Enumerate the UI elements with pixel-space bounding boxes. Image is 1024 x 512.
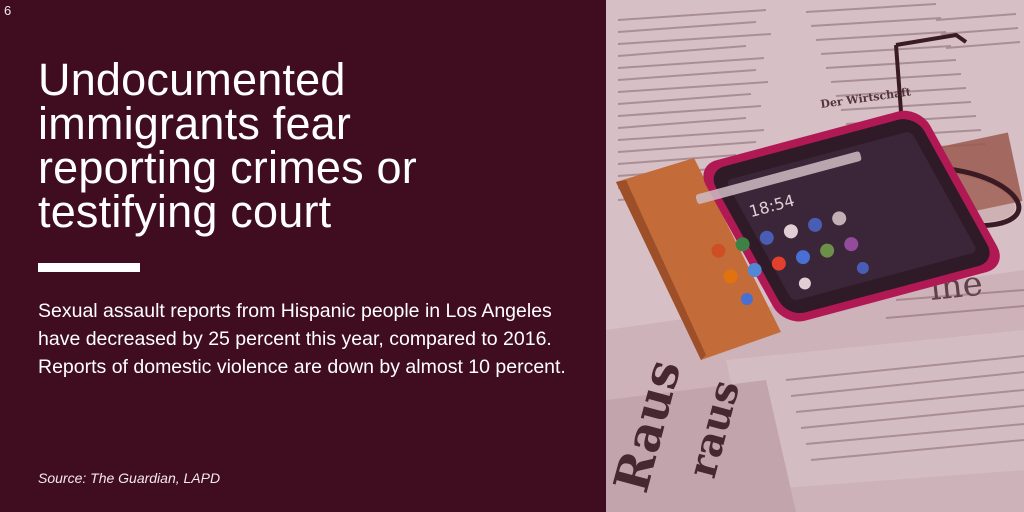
page-number: 6 <box>4 3 12 18</box>
body-text: Sexual assault reports from Hispanic peo… <box>38 300 566 378</box>
app-icons <box>711 211 869 306</box>
headline: Undocumented immigrants fear reporting c… <box>38 54 417 237</box>
photo-panel: Raus raus Der Wirtschaft ine <box>606 0 1024 512</box>
smartphone-icon: 18:54 <box>616 110 1000 360</box>
newspaper-photo-icon: Raus raus Der Wirtschaft ine <box>606 0 1024 512</box>
headline-divider <box>38 263 140 272</box>
text-panel: 6 Undocumented immigrants fear reporting… <box>4 3 566 486</box>
phone-case-flap <box>616 158 781 360</box>
source-note: Source: The Guardian, LAPD <box>38 470 221 486</box>
